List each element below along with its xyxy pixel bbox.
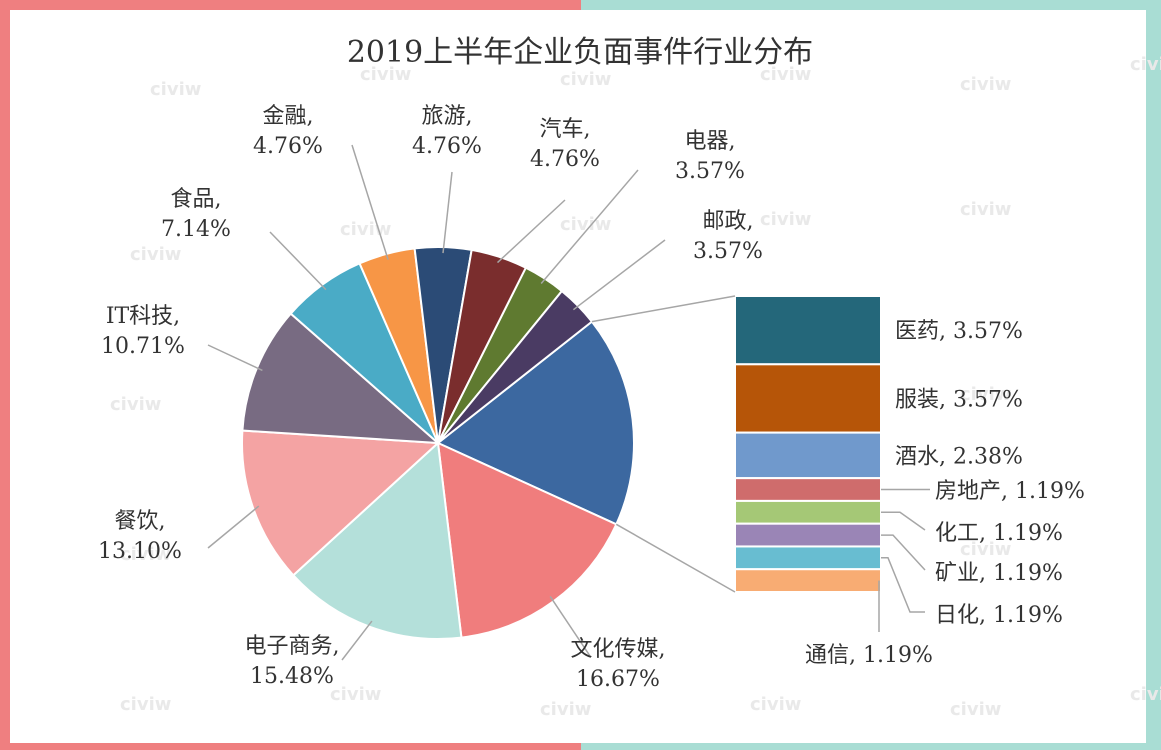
slice-label: 邮政, — [703, 209, 754, 234]
slice-percent: 4.76% — [412, 134, 482, 159]
leader-line — [881, 511, 926, 531]
breakdown-bar-segment — [734, 499, 882, 525]
watermark-text: civiw — [960, 539, 1011, 560]
watermark-text: civiw — [360, 64, 411, 85]
slice-percent: 10.71% — [101, 334, 185, 359]
leader-line — [881, 534, 926, 571]
breakdown-label: 化工, 1.19% — [935, 521, 1063, 546]
leader-line — [572, 239, 666, 311]
watermark-text: civiw — [120, 544, 171, 565]
slice-percent: 16.67% — [576, 667, 660, 692]
slice-label: 电器, — [685, 129, 736, 154]
watermark-text: civiw — [560, 69, 611, 90]
watermark-text: civiw — [540, 699, 591, 720]
watermark-text: civiw — [120, 694, 171, 715]
breakdown-bar-segment — [734, 545, 882, 571]
watermark-text: civiw — [760, 64, 811, 85]
leader-line — [341, 620, 373, 661]
breakdown-bar-segment — [734, 568, 882, 593]
watermark-text: civiw — [560, 214, 611, 235]
watermark-text: civiw — [150, 79, 201, 100]
pie-layer — [241, 246, 635, 640]
breakdown-label: 日化, 1.19% — [935, 603, 1063, 628]
connector-line — [615, 523, 736, 593]
leader-line — [207, 505, 260, 549]
watermark-text: civiw — [960, 199, 1011, 220]
watermark-text: civiw — [1130, 54, 1161, 75]
watermark-text: civiw — [750, 694, 801, 715]
data-label-layer: 文化传媒, 16.67% 电子商务, 15.48% 餐饮, 13.10% IT科技, 10.7… — [98, 104, 1085, 692]
breakdown-bar-segment — [734, 522, 882, 548]
slice-percent: 4.76% — [253, 134, 323, 159]
slice-percent: 15.48% — [250, 664, 334, 689]
watermark-text: civiw — [110, 394, 161, 415]
breakdown-label: 房地产, 1.19% — [935, 479, 1085, 504]
watermark-text: civiw — [340, 219, 391, 240]
slice-percent: 13.10% — [98, 539, 182, 564]
slice-percent: 3.57% — [675, 159, 745, 184]
leader-line — [351, 144, 389, 260]
leader-line — [207, 344, 263, 372]
slice-label: 电子商务, — [245, 634, 340, 659]
slice-percent: 7.14% — [161, 217, 231, 242]
breakdown-bar-segment — [734, 477, 882, 502]
watermark-text: civiw — [1130, 684, 1161, 705]
connector-line — [591, 295, 736, 323]
slice-label: 食品, — [171, 187, 222, 212]
pie-slice-other — [436, 320, 635, 526]
watermark-text: civiw — [960, 384, 1011, 405]
slice-label: IT科技, — [106, 304, 180, 329]
slice-label: 文化传媒, — [571, 637, 666, 662]
slice-label: 金融, — [263, 104, 314, 129]
breakdown-label: 医药, 3.57% — [895, 319, 1023, 344]
watermark-text: civiw — [960, 74, 1011, 95]
leader-line — [442, 171, 453, 254]
leader-line — [549, 595, 591, 657]
leader-line — [881, 557, 925, 613]
leader-line — [269, 231, 327, 291]
slice-percent: 4.76% — [530, 147, 600, 172]
leader-line-layer — [207, 144, 930, 661]
watermark-text: civiw — [760, 209, 811, 230]
slice-percent: 3.57% — [693, 239, 763, 264]
slice-label: 汽车, — [540, 117, 591, 142]
breakdown-label: 酒水, 2.38% — [895, 444, 1023, 469]
pie-slice — [241, 429, 441, 577]
slice-label: 餐饮, — [115, 509, 166, 534]
breakdown-bar-segment — [734, 363, 882, 434]
breakdown-bar-layer — [734, 295, 882, 593]
breakdown-label: 服装, 3.57% — [895, 387, 1023, 412]
watermark-text: civiw — [330, 684, 381, 705]
leader-line — [540, 169, 639, 284]
watermark-text: civiw — [950, 699, 1001, 720]
breakdown-bar-segment — [734, 295, 882, 366]
breakdown-bar-segment — [734, 431, 882, 480]
pie-slice — [291, 440, 463, 640]
slice-label: 旅游, — [422, 104, 473, 129]
breakdown-label: 通信, 1.19% — [805, 643, 933, 668]
breakdown-label: 矿业, 1.19% — [935, 561, 1063, 586]
chart-title: 2019上半年企业负面事件行业分布 — [347, 35, 813, 70]
watermark-text: civiw — [130, 244, 181, 265]
leader-line — [496, 199, 566, 264]
